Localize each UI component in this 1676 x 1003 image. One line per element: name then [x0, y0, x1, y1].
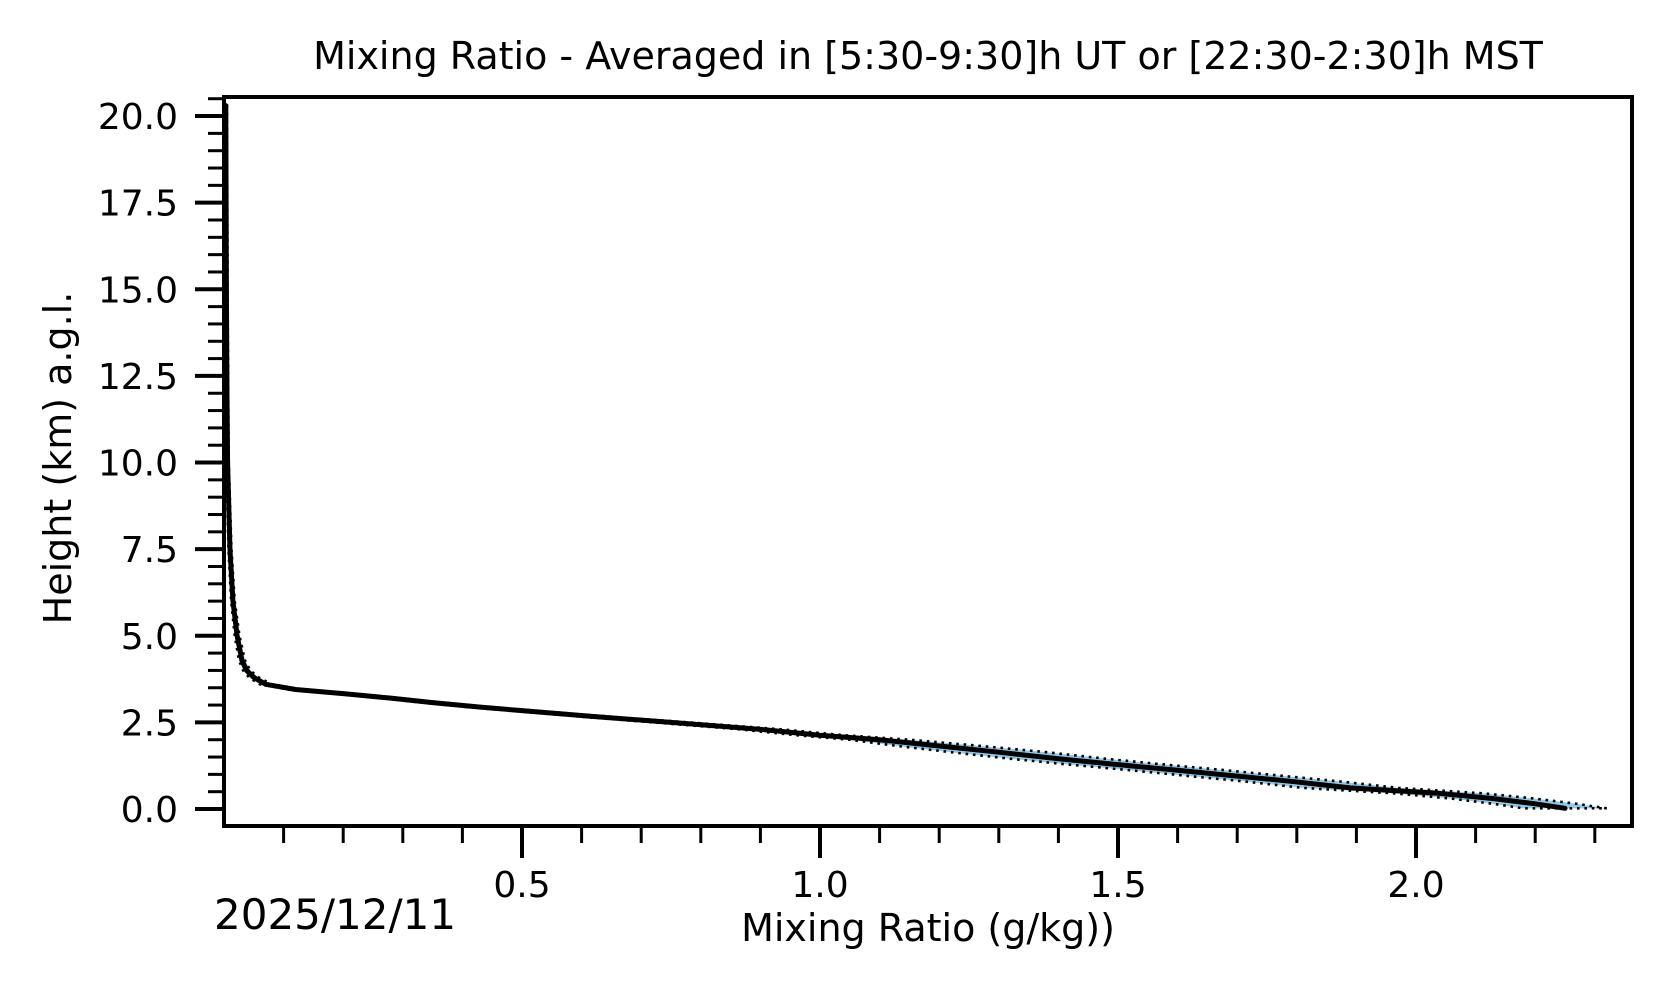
y-tick-label: 20.0 [98, 97, 178, 138]
y-tick-label: 15.0 [98, 270, 178, 311]
date-annotation: 2025/12/11 [214, 890, 457, 939]
y-tick-label: 12.5 [98, 357, 178, 398]
y-tick-label: 17.5 [98, 184, 178, 225]
x-axis-label: Mixing Ratio (g/kg)) [741, 906, 1115, 950]
x-tick-label: 1.0 [791, 865, 848, 906]
x-tick-label: 1.5 [1089, 865, 1146, 906]
x-tick-label: 2.0 [1387, 865, 1444, 906]
y-tick-label: 2.5 [121, 703, 178, 744]
y-tick-label: 7.5 [121, 530, 178, 571]
y-tick-label: 0.0 [121, 790, 178, 831]
x-tick-label: 0.5 [493, 865, 550, 906]
y-axis-label: Height (km) a.g.l. [36, 291, 80, 625]
y-tick-label: 5.0 [121, 617, 178, 658]
chart-title: Mixing Ratio - Averaged in [5:30-9:30]h … [313, 34, 1543, 78]
mean-profile-line [223, 103, 1568, 811]
y-tick-label: 10.0 [98, 444, 178, 485]
uncertainty-band [223, 104, 1607, 810]
axes-spines [222, 95, 1634, 828]
